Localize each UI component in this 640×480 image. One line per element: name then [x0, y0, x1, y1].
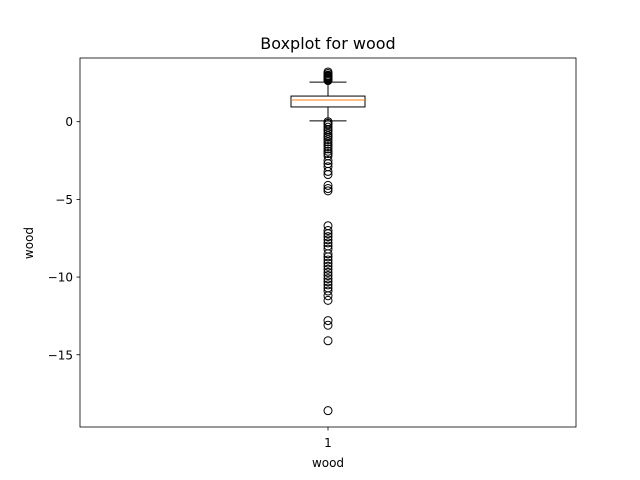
- outlier-point: [323, 122, 333, 132]
- outlier-point: [323, 170, 333, 180]
- outlier-point: [323, 120, 333, 130]
- outlier-point: [323, 137, 333, 147]
- outlier-point: [323, 238, 333, 248]
- outlier-point: [323, 295, 333, 305]
- outlier-point: [323, 316, 333, 326]
- outlier-point: [323, 271, 333, 281]
- outlier-point: [323, 249, 333, 259]
- outlier-point: [323, 186, 333, 196]
- outlier-point: [323, 135, 333, 145]
- outlier-point: [323, 132, 333, 142]
- outlier-point: [323, 225, 333, 235]
- outlier-point: [323, 184, 333, 194]
- outlier-point: [323, 146, 333, 156]
- outlier-point: [323, 142, 333, 152]
- outlier-point: [323, 128, 333, 138]
- outlier-point: [323, 267, 333, 277]
- box-iqr: [290, 95, 366, 108]
- outlier-point: [323, 221, 333, 231]
- outlier-point: [323, 336, 333, 346]
- outlier-point: [323, 274, 333, 284]
- outlier-point: [323, 320, 333, 330]
- outlier-point: [323, 76, 333, 86]
- outlier-point: [323, 166, 333, 176]
- outlier-point: [323, 232, 333, 242]
- outlier-point: [323, 144, 333, 154]
- outlier-point: [323, 406, 333, 416]
- outlier-point: [323, 258, 333, 268]
- x-axis-label: wood: [312, 456, 344, 470]
- outlier-point: [323, 139, 333, 149]
- plot-area: [290, 67, 366, 416]
- outlier-point: [323, 229, 333, 239]
- outlier-point: [323, 291, 333, 301]
- outlier-point: [323, 264, 333, 274]
- outlier-point: [323, 286, 333, 296]
- y-tick-label: −10: [48, 271, 73, 285]
- outlier-point: [323, 261, 333, 271]
- outlier-point: [323, 255, 333, 265]
- axes: 0 −5 −10 −15 1: [48, 115, 332, 450]
- y-tick-label: −15: [48, 348, 73, 362]
- outlier-point: [323, 280, 333, 290]
- x-tick-label: 1: [324, 436, 332, 450]
- y-tick-label: 0: [65, 115, 73, 129]
- outlier-point: [323, 180, 333, 190]
- outlier-point: [323, 156, 333, 166]
- outlier-point: [323, 126, 333, 136]
- outlier-point: [323, 277, 333, 287]
- chart-title: Boxplot for wood: [260, 34, 395, 53]
- outlier-point: [323, 252, 333, 262]
- y-tick-label: −5: [55, 193, 73, 207]
- y-axis-label: wood: [22, 227, 36, 259]
- outlier-point: [323, 235, 333, 245]
- outlier-point: [323, 149, 333, 159]
